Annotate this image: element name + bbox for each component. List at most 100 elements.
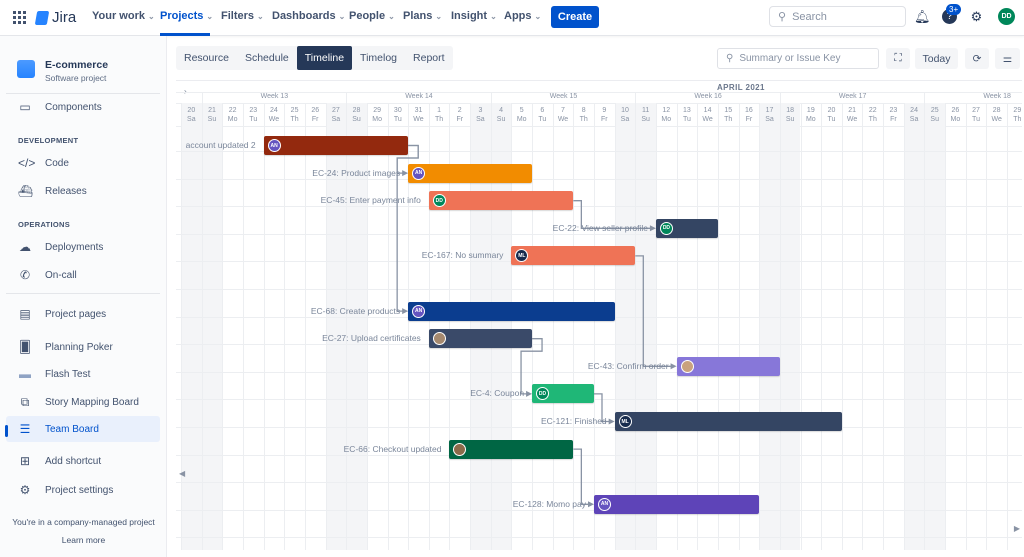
task-label[interactable]: EC-68: Create products bbox=[310, 305, 401, 316]
sidebar-item-components[interactable]: ▭ Components bbox=[6, 94, 160, 120]
sidebar-item-add-shortcut[interactable]: ⊞ Add shortcut bbox=[6, 448, 160, 474]
sidebar-item-releases[interactable]: ⛴ Releases bbox=[6, 178, 160, 204]
day-number: 19 bbox=[806, 107, 815, 114]
global-search-input[interactable]: ⚲ Search bbox=[769, 6, 906, 27]
company-managed-note: You're in a company-managed project bbox=[12, 517, 155, 527]
row-divider bbox=[176, 233, 1022, 235]
app-switcher-icon[interactable] bbox=[13, 11, 26, 24]
task-bar[interactable]: ML bbox=[614, 412, 842, 431]
task-bar[interactable]: DD bbox=[428, 191, 574, 211]
day-weekday: Su bbox=[641, 115, 650, 123]
day-header: 5 Mo bbox=[511, 105, 532, 127]
task-bar[interactable]: ML bbox=[511, 246, 636, 266]
day-number: 31 bbox=[414, 107, 423, 114]
task-bar[interactable] bbox=[676, 356, 780, 376]
day-weekday: We bbox=[413, 115, 424, 123]
row-divider bbox=[176, 371, 1022, 373]
task-label[interactable]: EC-27: Upload certificates bbox=[322, 333, 421, 344]
day-column bbox=[449, 103, 470, 550]
nav-your-work[interactable]: Your work ⌄ bbox=[92, 10, 155, 22]
nav-apps[interactable]: Apps ⌄ bbox=[504, 10, 541, 22]
settings-gear-icon[interactable]: ⚙ bbox=[970, 9, 983, 24]
project-avatar-icon bbox=[17, 60, 35, 78]
sidebar-item-planning-poker[interactable]: 🂠 Planning Poker bbox=[6, 334, 160, 360]
sidebar-item-project-settings[interactable]: ⚙ Project settings bbox=[6, 477, 160, 503]
task-bar[interactable]: AN bbox=[263, 136, 409, 155]
sidebar-item-project-pages[interactable]: ▤ Project pages bbox=[6, 301, 160, 327]
project-name[interactable]: E-commerce bbox=[45, 59, 109, 71]
nav-people[interactable]: People ⌄ bbox=[349, 10, 395, 22]
fullscreen-button[interactable]: ⛶ bbox=[886, 48, 910, 69]
day-number: 4 bbox=[499, 107, 504, 114]
sidebar-label: Releases bbox=[45, 185, 87, 197]
nav-label: People bbox=[349, 10, 386, 22]
sidebar-item-on-call[interactable]: ✆ On-call bbox=[6, 262, 160, 288]
day-number: 26 bbox=[311, 107, 320, 114]
task-bar[interactable]: AN bbox=[408, 301, 615, 321]
sidebar-item-story-mapping-board[interactable]: ⧉ Story Mapping Board bbox=[6, 389, 160, 415]
tab-resource[interactable]: Resource bbox=[184, 52, 229, 64]
task-bar[interactable]: AN bbox=[594, 494, 760, 514]
task-label[interactable]: EC-45: Enter payment info bbox=[320, 195, 421, 206]
task-label[interactable]: EC-128: Momo pay bbox=[512, 498, 586, 509]
task-label[interactable]: EC-121: Finished bbox=[540, 416, 607, 426]
task-label[interactable]: EC-167: No summary bbox=[421, 250, 504, 261]
scroll-left-arrow-icon[interactable]: ◀ bbox=[179, 469, 186, 478]
assignee-avatar bbox=[432, 332, 446, 346]
day-header: 27 Tu bbox=[966, 105, 987, 127]
jira-logo[interactable]: Jira bbox=[34, 9, 76, 26]
nav-filters[interactable]: Filters ⌄ bbox=[221, 10, 264, 22]
task-label[interactable]: EC-4: Coupon bbox=[470, 388, 525, 399]
nav-plans[interactable]: Plans ⌄ bbox=[403, 10, 442, 22]
day-header: 11 Su bbox=[635, 105, 656, 127]
search-icon: ⚲ bbox=[778, 11, 787, 23]
task-bar[interactable]: DD bbox=[655, 218, 718, 238]
today-button[interactable]: Today bbox=[915, 48, 958, 69]
settings-sliders-button[interactable]: ⚌ bbox=[995, 48, 1020, 69]
day-column bbox=[470, 103, 491, 550]
expand-chevron-icon[interactable]: › bbox=[184, 87, 187, 96]
day-column bbox=[903, 103, 925, 550]
day-number: 24 bbox=[270, 107, 278, 114]
notifications-bell-icon[interactable]: 🔔︎ bbox=[914, 9, 931, 24]
task-bar[interactable] bbox=[449, 439, 574, 459]
task-bar[interactable]: AN bbox=[408, 163, 533, 183]
day-number: 27 bbox=[331, 107, 340, 114]
task-label[interactable]: account updated 2 bbox=[185, 140, 256, 150]
nav-projects[interactable]: Projects ⌄ bbox=[160, 10, 213, 22]
day-header: 20 Sa bbox=[181, 105, 202, 127]
help-badge: 3+ bbox=[946, 4, 962, 15]
learn-more-link[interactable]: Learn more bbox=[61, 535, 106, 545]
day-number: 1 bbox=[437, 107, 442, 114]
tab-schedule[interactable]: Schedule bbox=[244, 52, 289, 64]
nav-dashboards[interactable]: Dashboards ⌄ bbox=[272, 10, 345, 22]
assignee-avatar: AN bbox=[412, 304, 426, 318]
dependency-lines bbox=[396, 144, 677, 508]
issue-search-input[interactable]: ⚲ Summary or Issue Key bbox=[717, 48, 879, 69]
sidebar-item-flash-test[interactable]: ▬ Flash Test bbox=[6, 361, 160, 387]
day-number: 25 bbox=[290, 107, 299, 114]
tab-timeline[interactable]: Timeline bbox=[296, 46, 353, 70]
assignee-avatar: AN bbox=[267, 139, 281, 152]
sidebar-item-code[interactable]: </> Code bbox=[6, 150, 160, 176]
tab-timelog[interactable]: Timelog bbox=[360, 52, 398, 64]
task-label[interactable]: EC-24: Product images bbox=[312, 167, 401, 178]
day-header: 9 Fr bbox=[594, 105, 615, 127]
task-label[interactable]: EC-22: View seller profile bbox=[552, 222, 648, 233]
dependency-line bbox=[573, 448, 592, 505]
task-label[interactable]: EC-43: Confirm order bbox=[587, 360, 669, 371]
sidebar-item-deployments[interactable]: ☁ Deployments bbox=[6, 234, 160, 260]
day-weekday: Sa bbox=[331, 115, 341, 123]
scroll-right-arrow-icon[interactable]: ▶ bbox=[1013, 524, 1020, 533]
task-label[interactable]: EC-66: Checkout updated bbox=[343, 443, 442, 454]
task-bar[interactable]: DD bbox=[532, 384, 594, 404]
refresh-button[interactable]: ⟳ bbox=[965, 48, 989, 69]
task-bar[interactable] bbox=[428, 329, 533, 349]
day-column bbox=[573, 103, 594, 550]
create-button[interactable]: Create bbox=[551, 6, 599, 28]
week-header: Week 16 bbox=[635, 93, 780, 104]
nav-insight[interactable]: Insight ⌄ bbox=[451, 10, 497, 22]
sidebar-item-team-board[interactable]: ☰ Team Board bbox=[6, 416, 160, 442]
tab-report[interactable]: Report bbox=[413, 52, 445, 64]
user-avatar[interactable]: DD bbox=[998, 8, 1015, 25]
